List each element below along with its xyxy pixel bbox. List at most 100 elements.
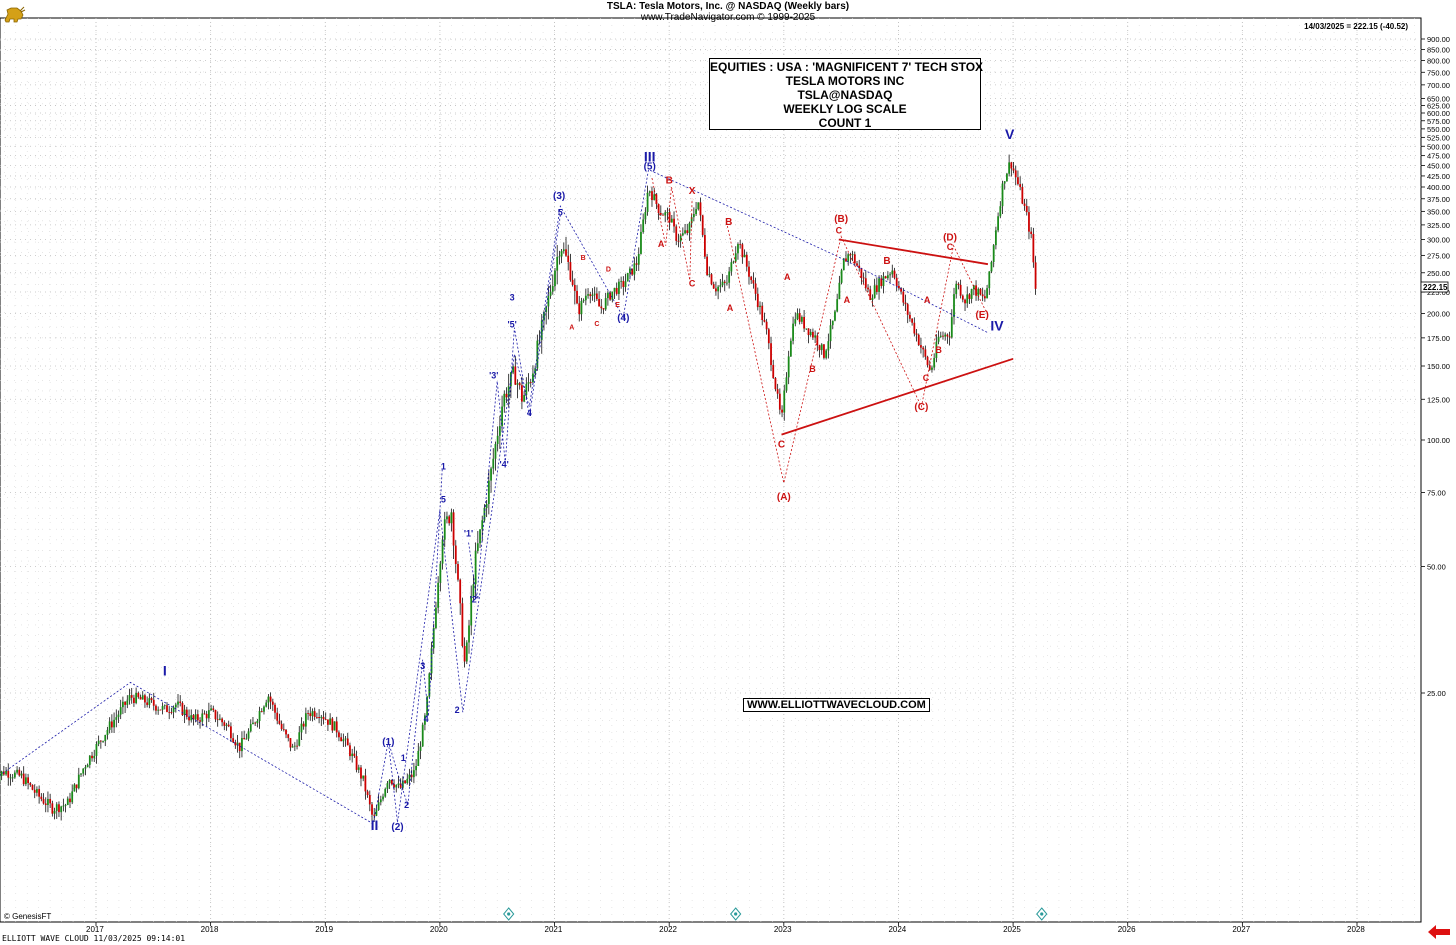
- candle-body: [16, 769, 18, 773]
- wave-label: A: [569, 325, 574, 332]
- candle-body: [428, 673, 431, 697]
- candle-body: [80, 773, 82, 775]
- candle-body: [556, 256, 559, 271]
- candle-body: [776, 389, 779, 394]
- candle-body: [823, 344, 825, 358]
- candle-body: [673, 218, 675, 227]
- candle-body: [860, 268, 863, 278]
- candle-body: [487, 480, 490, 505]
- candle-body: [924, 349, 927, 357]
- candle-body: [651, 191, 653, 201]
- candle-body: [558, 256, 561, 258]
- candle-body: [549, 291, 552, 296]
- candle-body: [227, 724, 230, 727]
- candle-body: [247, 731, 250, 739]
- candle-body: [40, 796, 43, 800]
- candle-body: [600, 306, 603, 309]
- candle-body: [708, 274, 711, 276]
- candle-body: [675, 226, 678, 241]
- candle-body: [834, 311, 836, 321]
- wave-label: (D): [943, 233, 957, 244]
- wave-label: V: [1005, 126, 1015, 142]
- candle-body: [565, 249, 567, 256]
- candle-body: [249, 724, 252, 732]
- candle-body: [311, 711, 314, 717]
- candle-body: [382, 796, 384, 800]
- candle-body: [263, 706, 265, 712]
- candle-body: [212, 708, 215, 711]
- candle-body: [618, 281, 620, 294]
- candle-body: [366, 791, 369, 796]
- candle-body: [706, 256, 708, 275]
- candle-body: [1003, 181, 1006, 184]
- candle-body: [953, 294, 955, 318]
- candle-body: [732, 261, 735, 263]
- candle-body: [838, 282, 841, 300]
- candle-body: [917, 334, 920, 346]
- candle-body: [298, 732, 301, 746]
- candle-body: [410, 774, 413, 778]
- candle-body: [31, 784, 34, 790]
- candle-body: [481, 520, 484, 530]
- candle-body: [547, 295, 550, 307]
- y-tick-label: 200.00: [1427, 309, 1450, 318]
- candle-body: [498, 426, 501, 436]
- candle-body: [847, 254, 850, 262]
- candle-body: [205, 713, 208, 719]
- candle-body: [276, 712, 279, 721]
- x-axis: 2017 2018 2019 2020 2021 2022 2023 2024 2025 2026…: [86, 922, 1365, 934]
- chart-title: TSLA: Tesla Motors, Inc. @ NASDAQ (Weekl…: [606, 1, 850, 12]
- candle-body: [324, 719, 327, 720]
- candle-body: [476, 543, 479, 551]
- candle-body: [878, 278, 880, 292]
- candle-body: [536, 340, 539, 369]
- candle-body: [24, 777, 27, 785]
- candle-body: [1017, 177, 1019, 185]
- candle-body: [913, 322, 916, 334]
- candle-body: [128, 695, 131, 701]
- candle-body: [177, 701, 179, 705]
- candle-body: [1034, 262, 1037, 289]
- wave-label: A: [924, 295, 931, 305]
- candle-body: [999, 206, 1002, 217]
- candle-body: [997, 216, 999, 231]
- x-tick-label: 2019: [315, 925, 333, 934]
- candle-body: [856, 263, 858, 266]
- candle-body: [820, 344, 823, 351]
- candle-body: [7, 770, 10, 778]
- wave-label: (5): [644, 162, 656, 173]
- candle-body: [525, 383, 528, 396]
- candle-body: [437, 582, 440, 608]
- candle-body: [69, 798, 71, 803]
- candle-body: [653, 194, 656, 201]
- footer-timestamp: ELLIOTT WAVE CLOUD 11/03/2025 09:14:01: [2, 934, 186, 943]
- candle-body: [926, 356, 929, 366]
- candle-body: [931, 367, 933, 370]
- blue-dotted-line: [468, 215, 561, 599]
- candle-body: [1008, 162, 1011, 174]
- candle-body: [770, 343, 772, 365]
- candle-body: [390, 779, 393, 785]
- candle-body: [421, 724, 424, 747]
- last-close-readout: 14/03/2025 = 222.15 (-40.52): [1304, 22, 1408, 31]
- x-tick-label: 2025: [1003, 925, 1021, 934]
- candle-body: [55, 804, 58, 811]
- candle-body: [567, 255, 570, 263]
- candle-body: [895, 277, 898, 286]
- candle-body: [0, 771, 3, 776]
- candle-body: [684, 230, 686, 234]
- blue-dotted-line: [0, 169, 989, 825]
- candle-body: [22, 773, 25, 785]
- candle-body: [203, 713, 206, 715]
- candle-body: [922, 347, 925, 350]
- candle-body: [983, 296, 986, 299]
- y-tick-label: 500.00: [1427, 142, 1450, 151]
- red-dotted-wave-lines: [651, 178, 989, 484]
- plot-area: [0, 17, 1422, 923]
- left-arrow-icon[interactable]: [1428, 925, 1450, 939]
- candle-body: [521, 385, 523, 402]
- wave-label: C: [947, 242, 954, 252]
- candle-body: [505, 393, 508, 398]
- candle-body: [289, 738, 292, 748]
- candle-body: [141, 695, 144, 700]
